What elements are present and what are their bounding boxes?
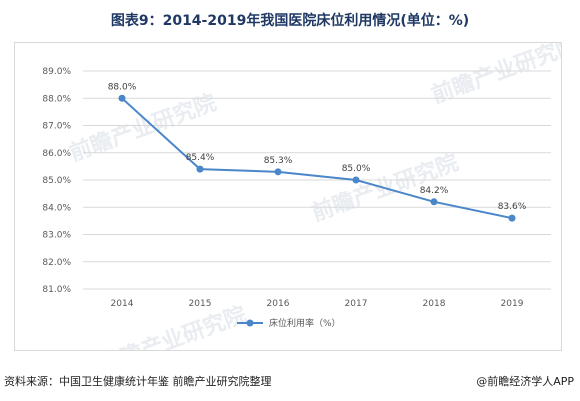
y-tick-label: 88.0% — [42, 94, 71, 104]
watermark-text: 前瞻产业研究院 — [428, 43, 561, 109]
data-label: 83.6% — [498, 202, 527, 212]
x-tick-label: 2018 — [423, 299, 446, 309]
x-tick-label: 2015 — [189, 299, 212, 309]
x-axis-ticks: 2014 2015 2016 2017 2018 2019 — [111, 299, 524, 309]
gridlines — [83, 70, 551, 290]
x-tick-label: 2017 — [345, 299, 368, 309]
data-point — [352, 176, 360, 184]
data-label: 85.3% — [264, 156, 293, 166]
data-point — [430, 198, 438, 206]
chart-area: 前瞻产业研究院 前瞻产业研究院 前瞻产业研究院 前瞻产业研究院 81.0% 82.0% 8… — [14, 42, 562, 351]
legend: 床位利用率（%） — [237, 317, 341, 329]
data-label: 85.4% — [186, 153, 215, 163]
data-label: 85.0% — [342, 164, 371, 174]
legend-label: 床位利用率（%） — [269, 317, 341, 329]
data-point — [196, 165, 204, 173]
y-tick-label: 81.0% — [42, 285, 71, 295]
y-tick-label: 83.0% — [42, 231, 71, 241]
series-polyline — [121, 97, 513, 220]
y-tick-label: 89.0% — [42, 67, 71, 77]
chart-title: 图表9：2014-2019年我国医院床位利用情况(单位：%) — [110, 13, 470, 29]
data-point — [118, 94, 126, 102]
data-labels: 88.0% 85.4% 85.3% 85.0% 84.2% 83.6% — [108, 82, 527, 212]
brand-credit: @前瞻经济学人APP — [476, 375, 574, 388]
y-tick-label: 85.0% — [42, 176, 71, 186]
data-label: 84.2% — [420, 186, 449, 196]
y-axis-ticks: 81.0% 82.0% 83.0% 84.0% 85.0% 86.0% 87.0% 88.0%… — [42, 67, 71, 295]
legend-marker — [246, 319, 254, 327]
y-tick-label: 87.0% — [42, 122, 71, 132]
y-tick-label: 82.0% — [42, 258, 71, 268]
source-note: 资料来源：中国卫生健康统计年鉴 前瞻产业研究院整理 — [4, 375, 272, 388]
series-line — [118, 94, 516, 222]
x-tick-label: 2019 — [501, 299, 524, 309]
data-label: 88.0% — [108, 82, 137, 92]
x-tick-label: 2014 — [111, 299, 134, 309]
y-tick-label: 86.0% — [42, 149, 71, 159]
y-tick-label: 84.0% — [42, 203, 71, 213]
x-tick-label: 2016 — [267, 299, 290, 309]
data-point — [274, 168, 282, 176]
data-point — [508, 214, 516, 222]
